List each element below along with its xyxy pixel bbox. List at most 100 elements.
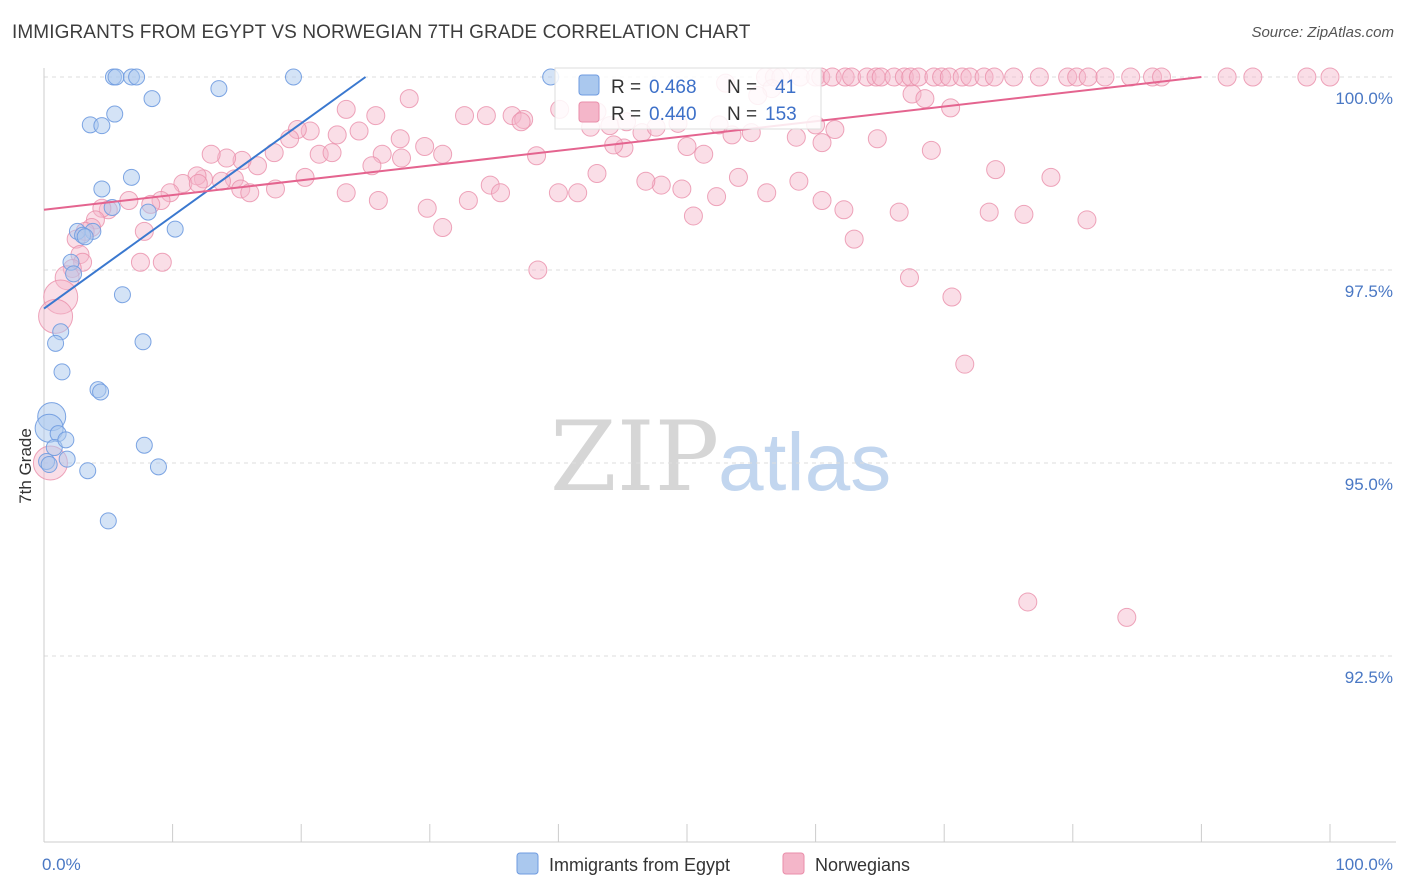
egypt-point <box>103 198 121 216</box>
norwegians-point <box>1320 67 1340 87</box>
norwegians-point <box>514 109 534 129</box>
norwegians-point <box>134 221 154 241</box>
norwegians-point <box>327 125 347 145</box>
norwegians-point <box>844 229 864 249</box>
egypt-point <box>135 436 153 454</box>
bottom-legend-label-egypt: Immigrants from Egypt <box>549 855 730 875</box>
norwegians-point <box>942 287 962 307</box>
egypt-point <box>134 333 152 351</box>
norwegians-point <box>240 183 260 203</box>
norwegians-trend-line <box>43 76 1202 211</box>
norwegians-point <box>188 174 208 194</box>
egypt-point <box>143 90 161 108</box>
egypt-point <box>65 265 83 283</box>
norwegians-point <box>651 175 671 195</box>
norwegians-point <box>201 144 221 164</box>
norwegians-point <box>1117 607 1137 627</box>
egypt-point <box>93 117 111 135</box>
y-tick-label: 92.5% <box>1345 668 1393 687</box>
norwegians-point <box>952 67 972 87</box>
watermark-zip: ZIP <box>550 401 719 513</box>
norwegians-point <box>130 252 150 272</box>
y-axis-label: 7th Grade <box>16 428 35 504</box>
egypt-point <box>76 228 94 246</box>
norwegians-point <box>867 129 887 149</box>
norwegians-point <box>901 67 921 87</box>
norwegians-point <box>672 179 692 199</box>
egypt-point <box>99 512 117 530</box>
norwegians-point <box>390 129 410 149</box>
egypt-point <box>210 80 228 98</box>
norwegians-point <box>707 187 727 207</box>
egypt-point <box>149 458 167 476</box>
norwegians-point <box>915 89 935 109</box>
norwegians-point <box>1018 592 1038 612</box>
top-legend: R = 0.468 N = 41 R = 0.440 N = 153 <box>554 67 822 130</box>
norwegians-point <box>1217 67 1237 87</box>
norwegians-point <box>1243 67 1263 87</box>
norwegians-point <box>362 156 382 176</box>
norwegians-point <box>757 183 777 203</box>
norwegians-point <box>322 143 342 163</box>
norwegians-point <box>458 191 478 211</box>
legend-swatch-norwegians <box>578 101 600 123</box>
egypt-point <box>107 68 125 86</box>
source-label: Source: ZipAtlas.com <box>1251 24 1394 41</box>
trend-lines <box>43 76 1202 310</box>
norwegians-point <box>894 67 914 87</box>
legend-r-label-egypt: R = <box>611 77 641 98</box>
norwegians-point <box>1029 67 1049 87</box>
y-tick-label: 95.0% <box>1345 475 1393 494</box>
norwegians-point <box>884 67 904 87</box>
egypt-point <box>128 68 146 86</box>
legend-swatch-egypt <box>578 74 600 96</box>
egypt-point <box>58 450 76 468</box>
y-tick-label: 97.5% <box>1345 282 1393 301</box>
norwegians-point <box>812 133 832 153</box>
egypt-point <box>122 168 140 186</box>
norwegians-point <box>1067 67 1087 87</box>
x-tick-label: 100.0% <box>1335 855 1393 874</box>
norwegians-point <box>152 252 172 272</box>
norwegians-point <box>835 67 855 87</box>
norwegians-point <box>921 140 941 160</box>
norwegians-point <box>984 67 1004 87</box>
bottom-legend-swatch-egypt <box>516 852 539 875</box>
norwegians-point <box>366 106 386 126</box>
norwegians-point <box>683 206 703 226</box>
norwegians-point <box>786 127 806 147</box>
egypt-point <box>79 462 97 480</box>
egypt-point <box>106 105 124 123</box>
norwegians-point <box>728 167 748 187</box>
norwegians-point <box>415 136 435 156</box>
norwegians-point <box>955 354 975 374</box>
norwegians-point <box>941 98 961 118</box>
norwegians-point <box>548 183 568 203</box>
norwegians-point <box>392 148 412 168</box>
norwegians-point <box>812 191 832 211</box>
norwegians-point <box>433 218 453 238</box>
norwegians-point <box>587 164 607 183</box>
norwegians-point <box>511 112 531 132</box>
norwegians-point <box>677 136 697 156</box>
norwegians-point <box>455 106 475 126</box>
norwegians-point <box>979 202 999 222</box>
egypt-point <box>53 363 71 381</box>
egypt-point <box>93 180 111 198</box>
norwegians-point <box>528 260 548 280</box>
egypt-point <box>57 431 75 449</box>
norwegians-point <box>960 67 980 87</box>
norwegians-point <box>1297 67 1317 87</box>
norwegians-point <box>1014 204 1034 224</box>
legend-r-label-norwegians: R = <box>611 104 641 125</box>
egypt-point <box>40 456 58 474</box>
norwegians-point <box>908 67 928 87</box>
norwegians-point <box>789 171 809 191</box>
egypt-point <box>92 383 110 401</box>
legend-n-value-norwegians: 153 <box>765 104 797 125</box>
egypt-point <box>284 68 302 86</box>
norwegians-point <box>1004 67 1024 87</box>
x-tick-labels: 0.0% 100.0% <box>42 855 1393 874</box>
egypt-point <box>166 220 184 238</box>
